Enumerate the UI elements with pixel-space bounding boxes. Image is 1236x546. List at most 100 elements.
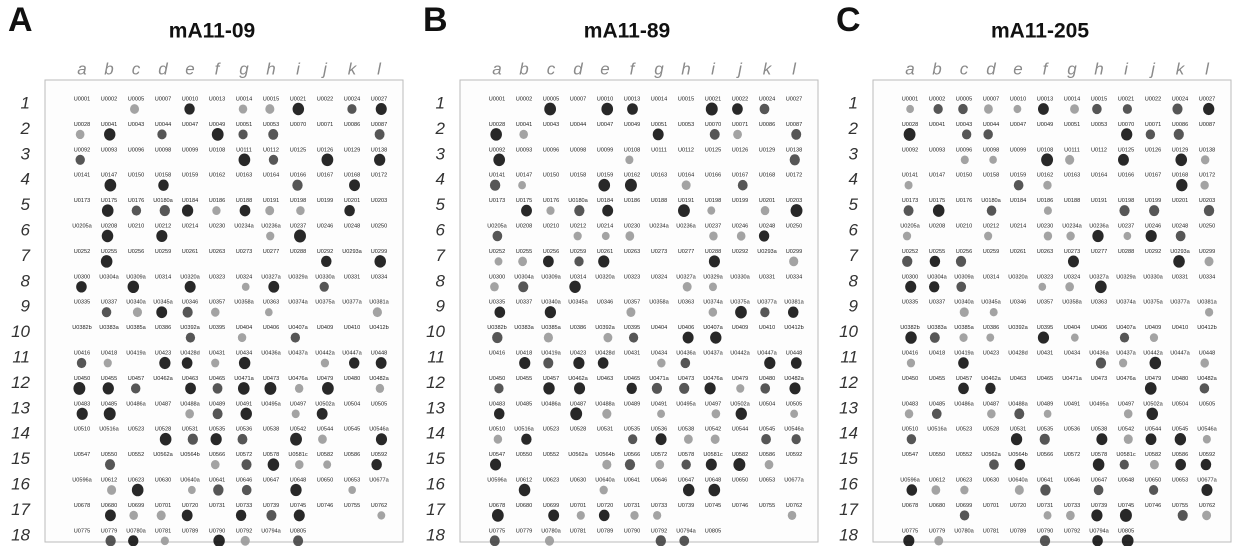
blot-spot <box>906 358 916 368</box>
blot-spot <box>576 511 585 520</box>
blot-spot <box>375 357 387 369</box>
spot-label: U0510 <box>902 427 918 433</box>
blot-spot <box>544 306 557 319</box>
spot-label: U0047 <box>182 122 198 128</box>
spot-label: U0172 <box>786 173 802 179</box>
blot-spot <box>159 205 170 217</box>
spot-label: U0112 <box>1091 147 1107 153</box>
spot-label: U0041 <box>516 122 532 128</box>
blot-spot <box>1091 509 1103 522</box>
column-label: k <box>348 59 358 78</box>
spot-label: U0792 <box>651 528 667 534</box>
blot-spot <box>655 535 666 546</box>
spot-label: U0299 <box>786 249 802 255</box>
spot-label: U0375a <box>730 300 750 306</box>
spot-label: U0487 <box>570 401 586 407</box>
spot-label: U0261 <box>1010 249 1026 255</box>
spot-label: U0168 <box>344 173 360 179</box>
spot-label: U0381a <box>369 300 389 306</box>
spot-label: U0041 <box>929 122 945 128</box>
spot-label: U0212 <box>570 223 586 229</box>
spot-label: U0678 <box>489 503 505 509</box>
spot-label: U0383a <box>927 325 947 331</box>
spot-label: U0545 <box>344 427 360 433</box>
spot-label: U0125 <box>1118 147 1134 153</box>
spot-label: U0483 <box>902 401 918 407</box>
spot-label: U0385a <box>126 325 146 331</box>
spot-label: U0299 <box>371 249 387 255</box>
spot-label: U0647 <box>678 477 694 483</box>
spot-label: U0071 <box>1145 122 1161 128</box>
blot-spot <box>602 204 614 217</box>
blot-spot <box>211 128 224 141</box>
spot-label: U0176 <box>128 198 144 204</box>
spot-label: U0755 <box>344 503 360 509</box>
spot-label: U0385a <box>541 325 561 331</box>
blot-spot <box>494 257 503 266</box>
panel-letter: A <box>8 1 33 39</box>
spot-label: U0087 <box>371 122 387 128</box>
blot-spot <box>491 509 504 522</box>
spot-label: U0650 <box>732 477 748 483</box>
blot-spot <box>1146 407 1159 421</box>
spot-label: U0070 <box>705 122 721 128</box>
row-label: 13 <box>839 398 858 417</box>
spot-label: U0126 <box>317 147 333 153</box>
blot-spot <box>651 382 663 394</box>
row-label: 2 <box>20 119 31 138</box>
blot-spot <box>1065 154 1075 165</box>
spot-label: U0720 <box>182 503 198 509</box>
spot-label: U0497 <box>1118 401 1134 407</box>
spot-label: U0141 <box>489 173 505 179</box>
blot-spot <box>241 459 252 471</box>
spot-label: U0779 <box>929 528 945 534</box>
spot-label: U0775 <box>902 528 918 534</box>
blot-spot <box>627 103 638 115</box>
spot-label: U0255 <box>101 249 117 255</box>
spot-label: U0176 <box>956 198 972 204</box>
spot-label: U0041 <box>101 122 117 128</box>
row-label: 11 <box>840 347 858 366</box>
spot-label: U0340a <box>541 300 561 306</box>
spot-label: U0375a <box>1143 300 1163 306</box>
spot-label: U0419a <box>126 350 146 356</box>
spot-label: U0002 <box>516 96 532 102</box>
spot-label: U0442a <box>315 350 335 356</box>
blot-spot <box>1092 103 1102 115</box>
spot-label: U0581c <box>1116 452 1135 458</box>
spot-label: U0191 <box>678 198 694 204</box>
column-label: a <box>492 59 501 78</box>
spot-label: U0150 <box>956 173 972 179</box>
spot-label: U0259 <box>983 249 999 255</box>
spot-label: U0546a <box>784 427 804 433</box>
blot-spot <box>489 179 501 191</box>
blot-spot <box>961 129 972 140</box>
blot-spot <box>1203 102 1215 116</box>
blot-spot <box>653 511 662 520</box>
spot-label: U0358a <box>234 300 254 306</box>
spot-label: U0292 <box>317 249 333 255</box>
spot-label: U0678 <box>902 503 918 509</box>
blot-spot <box>960 155 969 165</box>
blot-spot <box>544 535 555 546</box>
blot-spot <box>544 102 557 116</box>
spot-label: U0566 <box>1037 452 1053 458</box>
spot-label: U0236a <box>261 223 281 229</box>
spot-label: U0471a <box>649 376 669 382</box>
spot-label: U0547 <box>489 452 505 458</box>
blot-spot <box>1175 458 1186 471</box>
spot-label: U0010 <box>597 96 613 102</box>
spot-label: U0504 <box>1172 401 1188 407</box>
spot-label: U0437a <box>703 350 723 356</box>
blot-spot <box>295 460 304 470</box>
blot-spot <box>1043 409 1052 418</box>
spot-label: U0419a <box>954 350 974 356</box>
blot-spot <box>682 331 694 344</box>
blot-spot <box>212 206 221 216</box>
blot-spot <box>655 433 667 446</box>
spot-label: U0419a <box>541 350 561 356</box>
blot-spot <box>959 510 970 521</box>
spot-label: U0479 <box>317 376 333 382</box>
row-label: 14 <box>839 424 858 443</box>
